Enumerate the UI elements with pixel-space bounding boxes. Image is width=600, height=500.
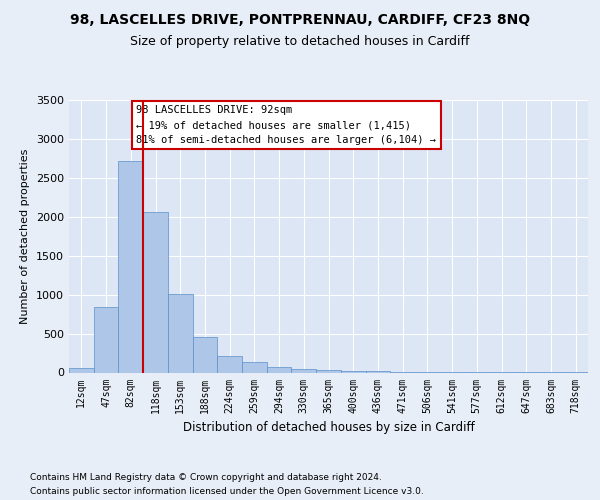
Bar xyxy=(118,160,143,372)
Bar xyxy=(341,371,365,372)
Bar xyxy=(217,356,242,372)
Bar xyxy=(242,362,267,372)
Text: Size of property relative to detached houses in Cardiff: Size of property relative to detached ho… xyxy=(130,35,470,48)
Text: Contains HM Land Registry data © Crown copyright and database right 2024.: Contains HM Land Registry data © Crown c… xyxy=(30,472,382,482)
Text: Contains public sector information licensed under the Open Government Licence v3: Contains public sector information licen… xyxy=(30,488,424,496)
Bar xyxy=(143,212,168,372)
Bar xyxy=(168,294,193,372)
Bar xyxy=(193,338,217,372)
Bar xyxy=(267,367,292,372)
Bar xyxy=(69,368,94,372)
Text: 98, LASCELLES DRIVE, PONTPRENNAU, CARDIFF, CF23 8NQ: 98, LASCELLES DRIVE, PONTPRENNAU, CARDIF… xyxy=(70,12,530,26)
Bar xyxy=(292,368,316,372)
Y-axis label: Number of detached properties: Number of detached properties xyxy=(20,148,31,324)
Text: 98 LASCELLES DRIVE: 92sqm
← 19% of detached houses are smaller (1,415)
81% of se: 98 LASCELLES DRIVE: 92sqm ← 19% of detac… xyxy=(136,106,436,145)
Bar xyxy=(316,370,341,372)
Bar xyxy=(94,307,118,372)
X-axis label: Distribution of detached houses by size in Cardiff: Distribution of detached houses by size … xyxy=(182,421,475,434)
